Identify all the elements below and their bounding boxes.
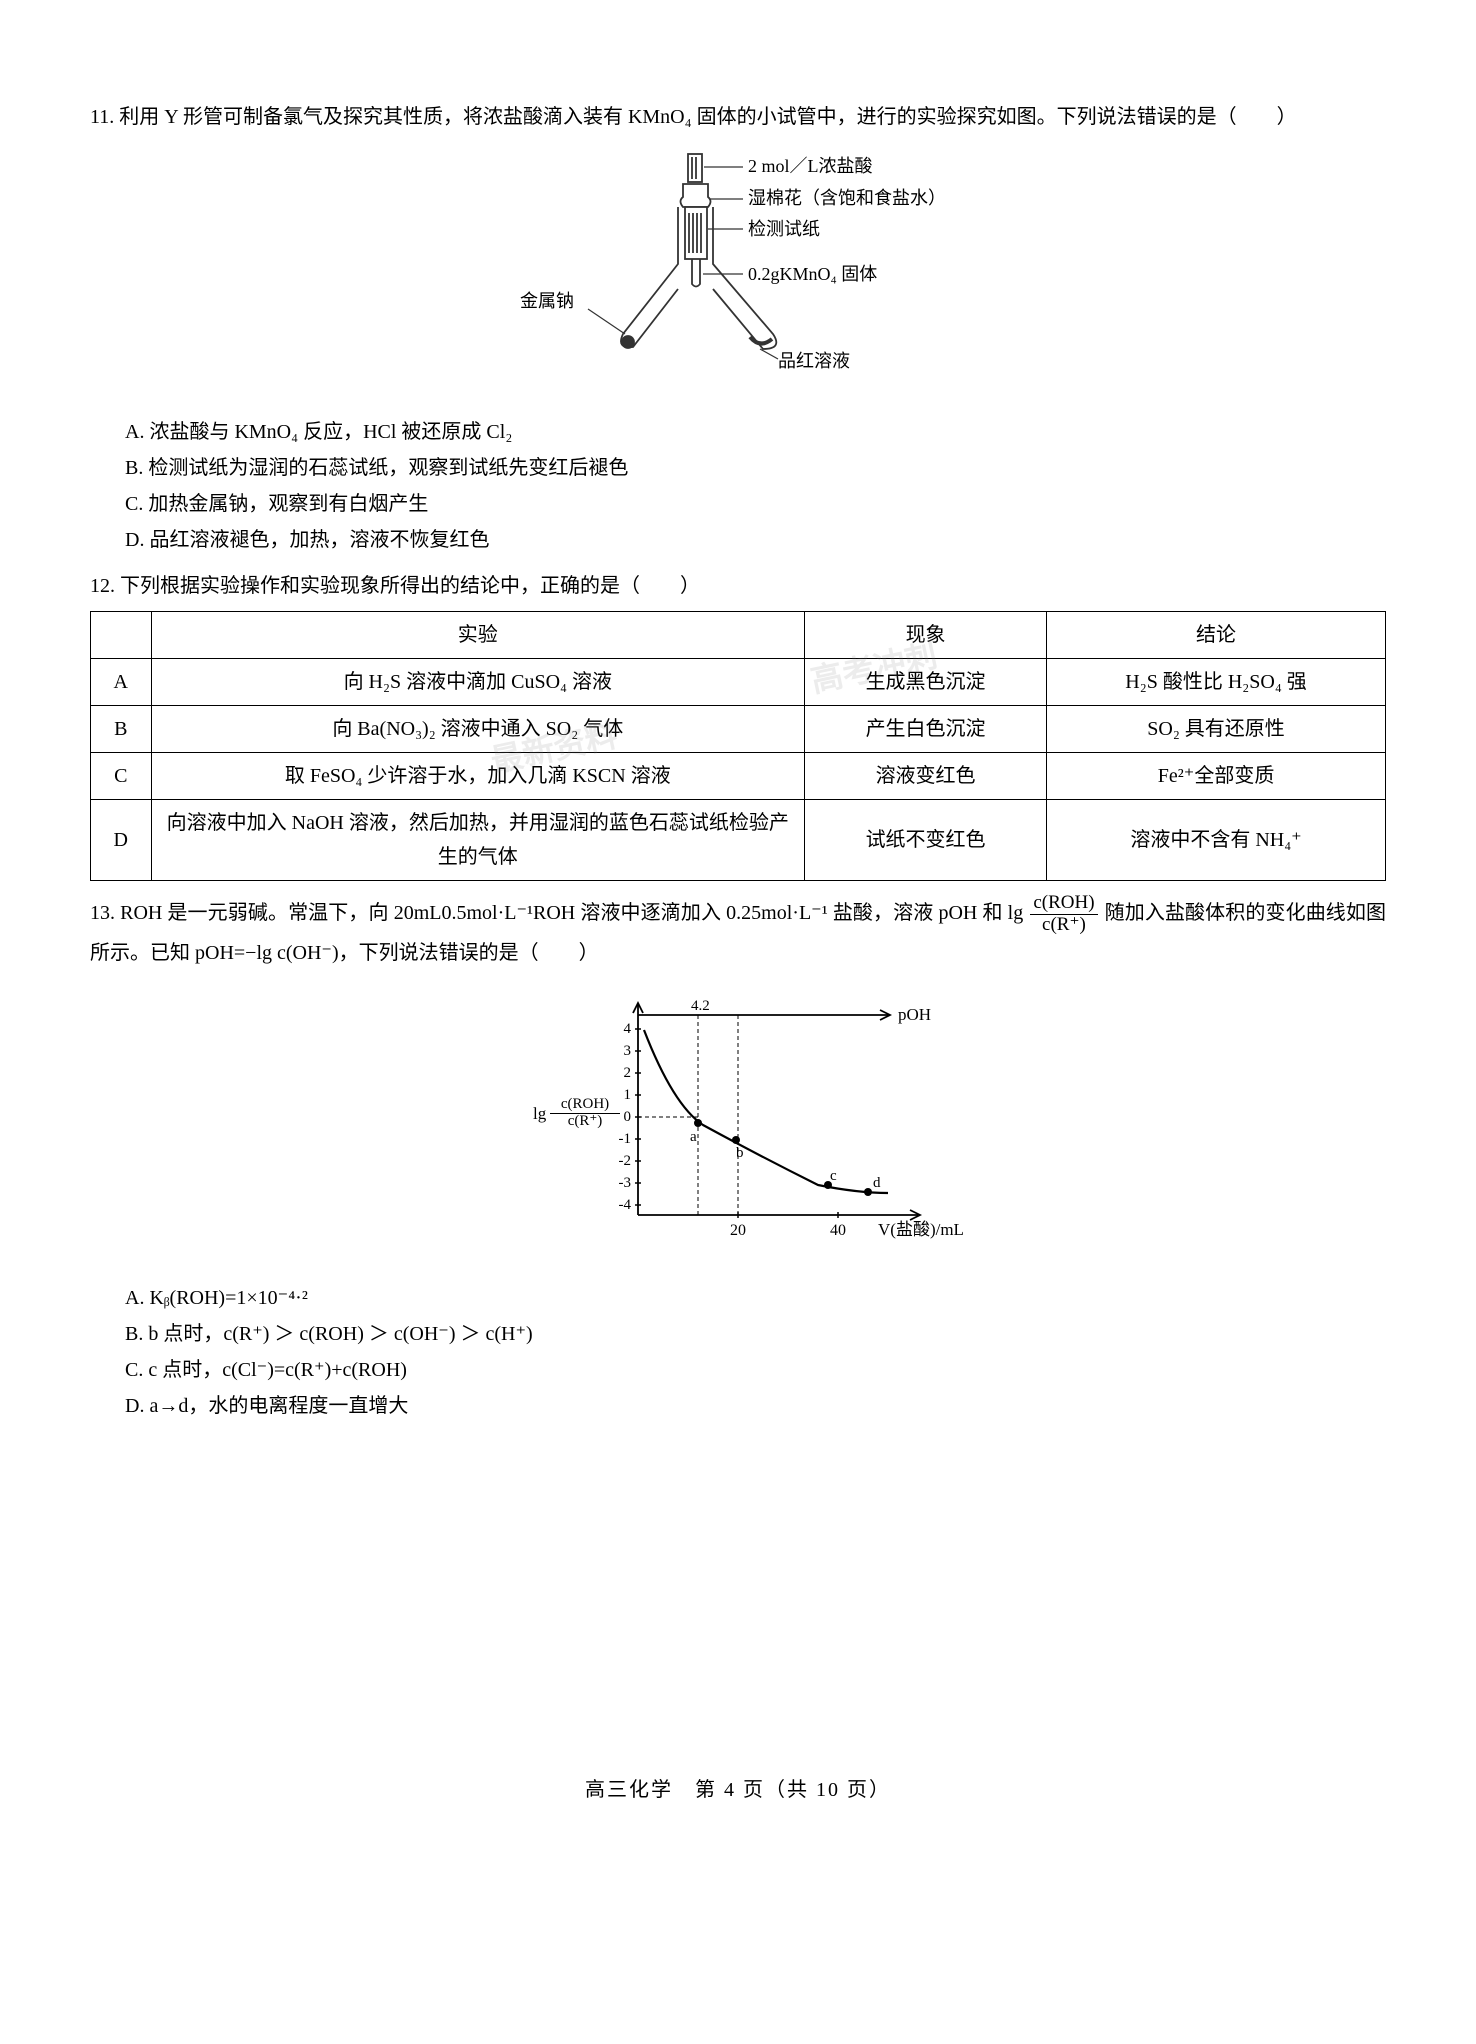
question-12: 12. 下列根据实验操作和实验现象所得出的结论中，正确的是（ ） 高考冲刺 最新… [90,569,1386,881]
cell: SO₂ 具有还原性 [1047,706,1386,753]
question-13: 13. ROH 是一元弱碱。常温下，向 20mL0.5mol·L⁻¹ROH 溶液… [90,893,1386,1423]
cell: 生成黑色沉淀 [805,659,1047,706]
cell: C [91,753,152,800]
q13-opt-c: C. c 点时，c(Cl⁻)=c(R⁺)+c(ROH) [125,1353,1386,1387]
q13-text-pre: 13. ROH 是一元弱碱。常温下，向 20mL0.5mol·L⁻¹ROH 溶液… [90,902,1023,924]
ytick: 0 [624,1109,632,1125]
point-label: a [690,1129,697,1145]
th-exp: 实验 [151,612,805,659]
cell: D [91,800,152,881]
label-hcl: 2 mol／L浓盐酸 [748,156,873,176]
frac-den: c(R⁺) [1030,915,1097,936]
cell: 取 FeSO₄ 少许溶于水，加入几滴 KSCN 溶液 [151,753,805,800]
cell: 溶液变红色 [805,753,1047,800]
ytick: -4 [619,1197,632,1213]
frac-num: c(ROH) [1030,893,1097,915]
y-label-lg: lg [533,1104,547,1123]
table-row: C 取 FeSO₄ 少许溶于水，加入几滴 KSCN 溶液 溶液变红色 Fe²⁺全… [91,753,1386,800]
y-frac-den: c(R⁺) [550,1114,620,1130]
point-label: d [873,1175,881,1191]
q13-opt-d: D. a→d，水的电离程度一直增大 [125,1389,1386,1423]
ytick: -3 [619,1175,632,1191]
th-conclusion: 结论 [1047,612,1386,659]
q11-opt-d: D. 品红溶液褪色，加热，溶液不恢复红色 [125,523,1386,557]
question-11: 11. 利用 Y 形管可制备氯气及探究其性质，将浓盐酸滴入装有 KMnO₄ 固体… [90,100,1386,557]
point-label: c [830,1168,837,1184]
label-fuchsin: 品红溶液 [778,351,850,371]
cell: 试纸不变红色 [805,800,1047,881]
curve [644,1030,888,1193]
cell: Fe²⁺全部变质 [1047,753,1386,800]
xtick: 40 [830,1222,846,1239]
label-paper: 检测试纸 [748,219,820,239]
q12-table: 实验 现象 结论 A 向 H₂S 溶液中滴加 CuSO₄ 溶液 生成黑色沉淀 H… [90,611,1386,881]
y-frac-num: c(ROH) [550,1097,620,1114]
ytick: -2 [619,1153,632,1169]
label-kmno4: 0.2gKMnO₄ 固体 [748,264,877,284]
q11-diagram: 2 mol／L浓盐酸 湿棉花（含饱和食盐水） 检测试纸 0.2gKMnO₄ 固体… [90,149,1386,400]
x-axis-label: V(盐酸)/mL [878,1220,964,1239]
th-blank [91,612,152,659]
xtick: 20 [730,1222,746,1239]
q12-text: 12. 下列根据实验操作和实验现象所得出的结论中，正确的是（ ） [90,569,1386,603]
cell: 向 Ba(NO₃)₂ 溶液中通入 SO₂ 气体 [151,706,805,753]
q13-opt-b: B. b 点时，c(R⁺) ＞ c(ROH) ＞ c(OH⁻) ＞ c(H⁺) [125,1317,1386,1351]
y-tube-diagram: 2 mol／L浓盐酸 湿棉花（含饱和食盐水） 检测试纸 0.2gKMnO₄ 固体… [478,149,998,389]
point-label: b [736,1145,744,1161]
th-phenomenon: 现象 [805,612,1047,659]
q13-opt-a: A. Kᵦ(ROH)=1×10⁻⁴·² [125,1281,1386,1315]
ytick: 3 [624,1043,632,1059]
q11-opt-b: B. 检测试纸为湿润的石蕊试纸，观察到试纸先变红后褪色 [125,451,1386,485]
q11-text: 11. 利用 Y 形管可制备氯气及探究其性质，将浓盐酸滴入装有 KMnO₄ 固体… [90,100,1386,134]
q11-opt-a: A. 浓盐酸与 KMnO₄ 反应，HCl 被还原成 Cl₂ [125,415,1386,449]
label-na: 金属钠 [520,291,574,311]
ytick: -1 [619,1131,632,1147]
table-header-row: 实验 现象 结论 [91,612,1386,659]
ytick: 1 [624,1087,632,1103]
cell: A [91,659,152,706]
q13-frac: c(ROH) c(R⁺) [1030,893,1097,936]
annotation-42: 4.2 [691,998,710,1014]
cell: B [91,706,152,753]
page-footer: 高三化学 第 4 页（共 10 页） [90,1773,1386,1807]
ytick: 4 [624,1021,632,1037]
q13-chart: 4 3 2 1 0 -1 -2 -3 -4 [90,985,1386,1266]
cell: 溶液中不含有 NH₄⁺ [1047,800,1386,881]
titration-chart: 4 3 2 1 0 -1 -2 -3 -4 [458,985,1018,1255]
cell: 向溶液中加入 NaOH 溶液，然后加热，并用湿润的蓝色石蕊试纸检验产生的气体 [151,800,805,881]
table-row: B 向 Ba(NO₃)₂ 溶液中通入 SO₂ 气体 产生白色沉淀 SO₂ 具有还… [91,706,1386,753]
q13-text: 13. ROH 是一元弱碱。常温下，向 20mL0.5mol·L⁻¹ROH 溶液… [90,893,1386,970]
top-axis-label: pOH [898,1005,931,1024]
table-row: A 向 H₂S 溶液中滴加 CuSO₄ 溶液 生成黑色沉淀 H₂S 酸性比 H₂… [91,659,1386,706]
label-cotton: 湿棉花（含饱和食盐水） [748,188,946,208]
table-row: D 向溶液中加入 NaOH 溶液，然后加热，并用湿润的蓝色石蕊试纸检验产生的气体… [91,800,1386,881]
cell: 产生白色沉淀 [805,706,1047,753]
ytick: 2 [624,1065,632,1081]
cell: 向 H₂S 溶液中滴加 CuSO₄ 溶液 [151,659,805,706]
cell: H₂S 酸性比 H₂SO₄ 强 [1047,659,1386,706]
q11-opt-c: C. 加热金属钠，观察到有白烟产生 [125,487,1386,521]
